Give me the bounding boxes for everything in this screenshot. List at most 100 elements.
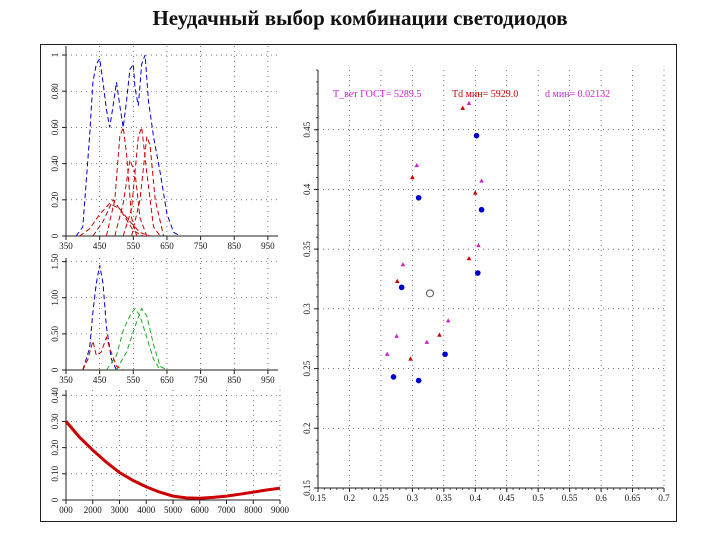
data-point (414, 162, 420, 168)
y-tick-label: 1.00 (50, 289, 60, 305)
y-tick-label: 0.2 (302, 423, 312, 434)
temperature-curve-panel: 000 2000 3000 4000 5000 6000 7000 8000 9000 0 0.10… (50, 387, 290, 515)
x-tick-label: 350 (59, 241, 73, 251)
data-point (476, 242, 481, 248)
series-line (114, 158, 148, 237)
data-point (410, 174, 415, 180)
series-line (105, 307, 161, 371)
y-tick-label: 0.20 (50, 439, 60, 455)
data-point (400, 262, 406, 267)
y-tick-label: 0.3 (302, 303, 312, 315)
y-tick-label: 0.10 (50, 465, 60, 481)
x-tick-label: 0.4 (470, 493, 482, 503)
x-tick-label: 450 (93, 241, 107, 251)
data-point (390, 374, 397, 380)
data-point (472, 190, 478, 195)
data-point (460, 105, 465, 110)
x-tick-label: 0.2 (344, 493, 355, 503)
x-tick-label: 5000 (164, 505, 183, 515)
annotation-t-gost: T_вет ГОСТ= 5289.5 (333, 89, 421, 100)
y-tick-label: 0.45 (302, 121, 312, 137)
data-point (442, 351, 448, 358)
x-tick-label: 3000 (111, 505, 130, 515)
x-tick-label: 6000 (191, 505, 210, 515)
data-point (474, 270, 481, 276)
x-tick-label: 0.3 (407, 493, 419, 503)
x-tick-label: 450 (93, 375, 107, 385)
y-tick-label: 0.30 (50, 413, 60, 429)
y-tick-label: 1 (50, 53, 60, 58)
x-tick-label: 7000 (218, 505, 237, 515)
x-tick-label: 0.7 (658, 493, 670, 503)
x-tick-label: 850 (228, 241, 242, 251)
x-tick-label: 750 (194, 375, 208, 385)
x-tick-label: 950 (261, 375, 275, 385)
annotation-td: Td мин= 5929.0 (452, 89, 518, 100)
data-point (445, 318, 451, 323)
y-tick-label: 0.50 (50, 325, 60, 341)
series-line (82, 335, 124, 371)
series-line (105, 127, 138, 237)
data-point (394, 278, 400, 283)
y-tick-label: 0.15 (302, 480, 312, 496)
x-tick-label: 8000 (244, 505, 263, 515)
y-tick-label: 0.25 (302, 360, 312, 376)
y-tick-label: 0.40 (50, 155, 60, 171)
series-line (75, 54, 181, 237)
series-line (92, 198, 144, 237)
x-tick-label: 650 (160, 241, 174, 251)
x-tick-label: 4000 (137, 505, 156, 515)
data-point (425, 289, 434, 298)
data-point (415, 194, 422, 201)
series-line (82, 265, 117, 371)
spectra-mid-panel: 350 450 550 650 750 850 950 0 0.50 1.00 1.50 (50, 253, 278, 385)
x-tick-label: 0.45 (499, 493, 515, 503)
series-line (79, 202, 151, 237)
x-tick-label: 0.5 (533, 493, 545, 503)
x-tick-label: 0.15 (310, 493, 326, 503)
series-line (131, 136, 165, 237)
x-tick-label: 0.25 (373, 493, 389, 503)
y-tick-label: 1.50 (50, 253, 60, 269)
data-point (466, 256, 472, 261)
data-point (398, 284, 405, 291)
x-tick-label: 0.35 (436, 493, 452, 503)
data-point (478, 206, 485, 213)
x-tick-label: 0.55 (562, 493, 578, 503)
data-point (473, 132, 480, 139)
x-tick-label: 0.65 (625, 493, 641, 503)
data-point (384, 351, 390, 356)
data-point (424, 339, 430, 344)
x-tick-label: 000 (59, 505, 73, 515)
y-tick-label: 0.20 (50, 191, 60, 207)
x-tick-label: 550 (127, 241, 141, 251)
y-tick-label: 0.80 (50, 83, 60, 99)
series-line (122, 127, 161, 237)
y-tick-label: 0 (50, 233, 60, 238)
y-tick-label: 0.60 (50, 119, 60, 135)
data-point (479, 178, 484, 183)
x-tick-label: 550 (127, 375, 141, 385)
chromaticity-panel: 0.15 0.2 0.25 0.3 0.35 0.4 0.45 0.5 0.55 0.6 0.65 0… (302, 69, 670, 503)
x-tick-label: 950 (261, 241, 275, 251)
data-point (466, 100, 472, 106)
x-tick-label: 850 (228, 375, 242, 385)
x-tick-label: 650 (160, 375, 174, 385)
y-tick-label: 0 (50, 367, 60, 372)
series-line (64, 420, 281, 500)
y-tick-label: 0.4 (302, 183, 312, 195)
y-tick-label: 0.35 (302, 241, 312, 257)
x-tick-label: 0.6 (595, 493, 607, 503)
x-tick-label: 2000 (84, 505, 103, 515)
slide-title: Неудачный выбор комбинации светодиодов (152, 6, 568, 30)
series-line (116, 307, 168, 371)
data-point (437, 332, 442, 337)
x-tick-label: 350 (59, 375, 73, 385)
y-tick-label: 0 (50, 497, 60, 502)
spectra-top-panel: 350 450 550 650 750 850 950 0 0.20 0.40 0.60 0.80 1 (50, 46, 278, 251)
annotation-d: d мин= 0.02132 (545, 89, 610, 100)
x-tick-label: 750 (194, 241, 208, 251)
data-point (415, 377, 422, 384)
x-tick-label: 9000 (271, 505, 290, 515)
